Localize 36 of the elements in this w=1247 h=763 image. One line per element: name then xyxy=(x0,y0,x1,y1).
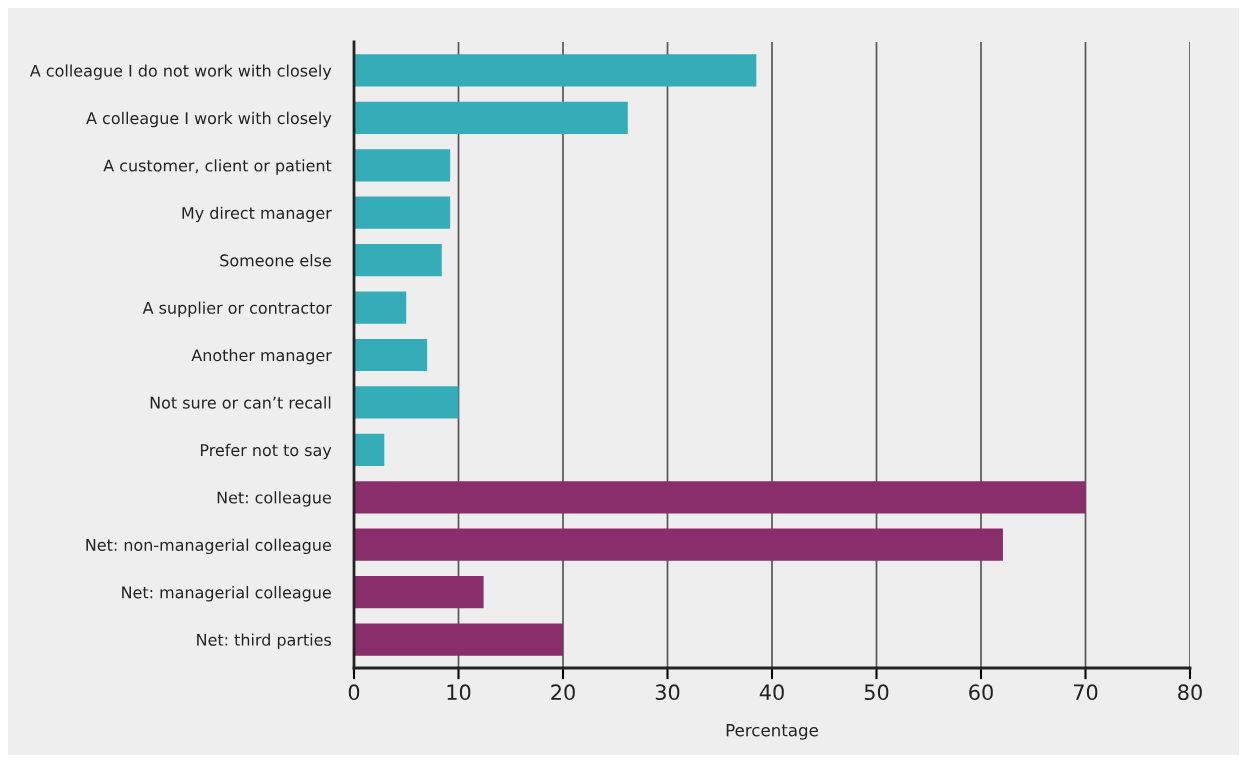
y-tick-label: Someone else xyxy=(220,254,331,267)
y-tick-label: A customer, client or patient xyxy=(103,159,332,175)
y-tick-label: Prefer not to say xyxy=(200,443,332,460)
bar xyxy=(354,291,407,324)
y-tick-label: Another manager xyxy=(191,348,332,365)
x-tick-label: 10 xyxy=(447,684,471,701)
x-tick-label: 80 xyxy=(1178,684,1202,701)
y-tick-label: A supplier or contractor xyxy=(142,301,332,317)
bar xyxy=(354,244,442,277)
x-tick-label: 30 xyxy=(655,684,680,701)
x-tick-label: 0 xyxy=(348,684,360,701)
y-tick-label: My direct manager xyxy=(182,206,332,223)
bar xyxy=(354,338,428,372)
bar xyxy=(354,54,757,87)
x-tick-label: 20 xyxy=(551,684,575,701)
y-tick-label: Net: third parties xyxy=(197,633,331,649)
x-tick-label: 40 xyxy=(759,684,784,701)
y-tick-label: Not sure or can’t recall xyxy=(150,396,331,409)
bar xyxy=(354,576,484,609)
bar xyxy=(354,386,459,419)
bar xyxy=(354,196,451,229)
bar xyxy=(354,528,1003,561)
y-tick-label: A colleague I do not work with closely xyxy=(29,64,332,80)
bar xyxy=(354,481,1086,514)
x-tick-label: 60 xyxy=(969,684,993,701)
x-tick-label: 70 xyxy=(1073,684,1098,701)
bar xyxy=(354,433,385,466)
x-axis-title: Percentage xyxy=(726,724,818,740)
bar xyxy=(354,149,451,182)
y-tick-label: Net: non-managerial colleague xyxy=(86,538,331,555)
x-tick-label: 50 xyxy=(864,684,889,701)
y-tick-label: A colleague I work with closely xyxy=(86,111,332,128)
y-tick-label: Net: managerial colleague xyxy=(122,586,331,602)
y-tick-label: Net: colleague xyxy=(217,491,331,507)
bar xyxy=(354,623,563,656)
bar xyxy=(354,101,628,134)
